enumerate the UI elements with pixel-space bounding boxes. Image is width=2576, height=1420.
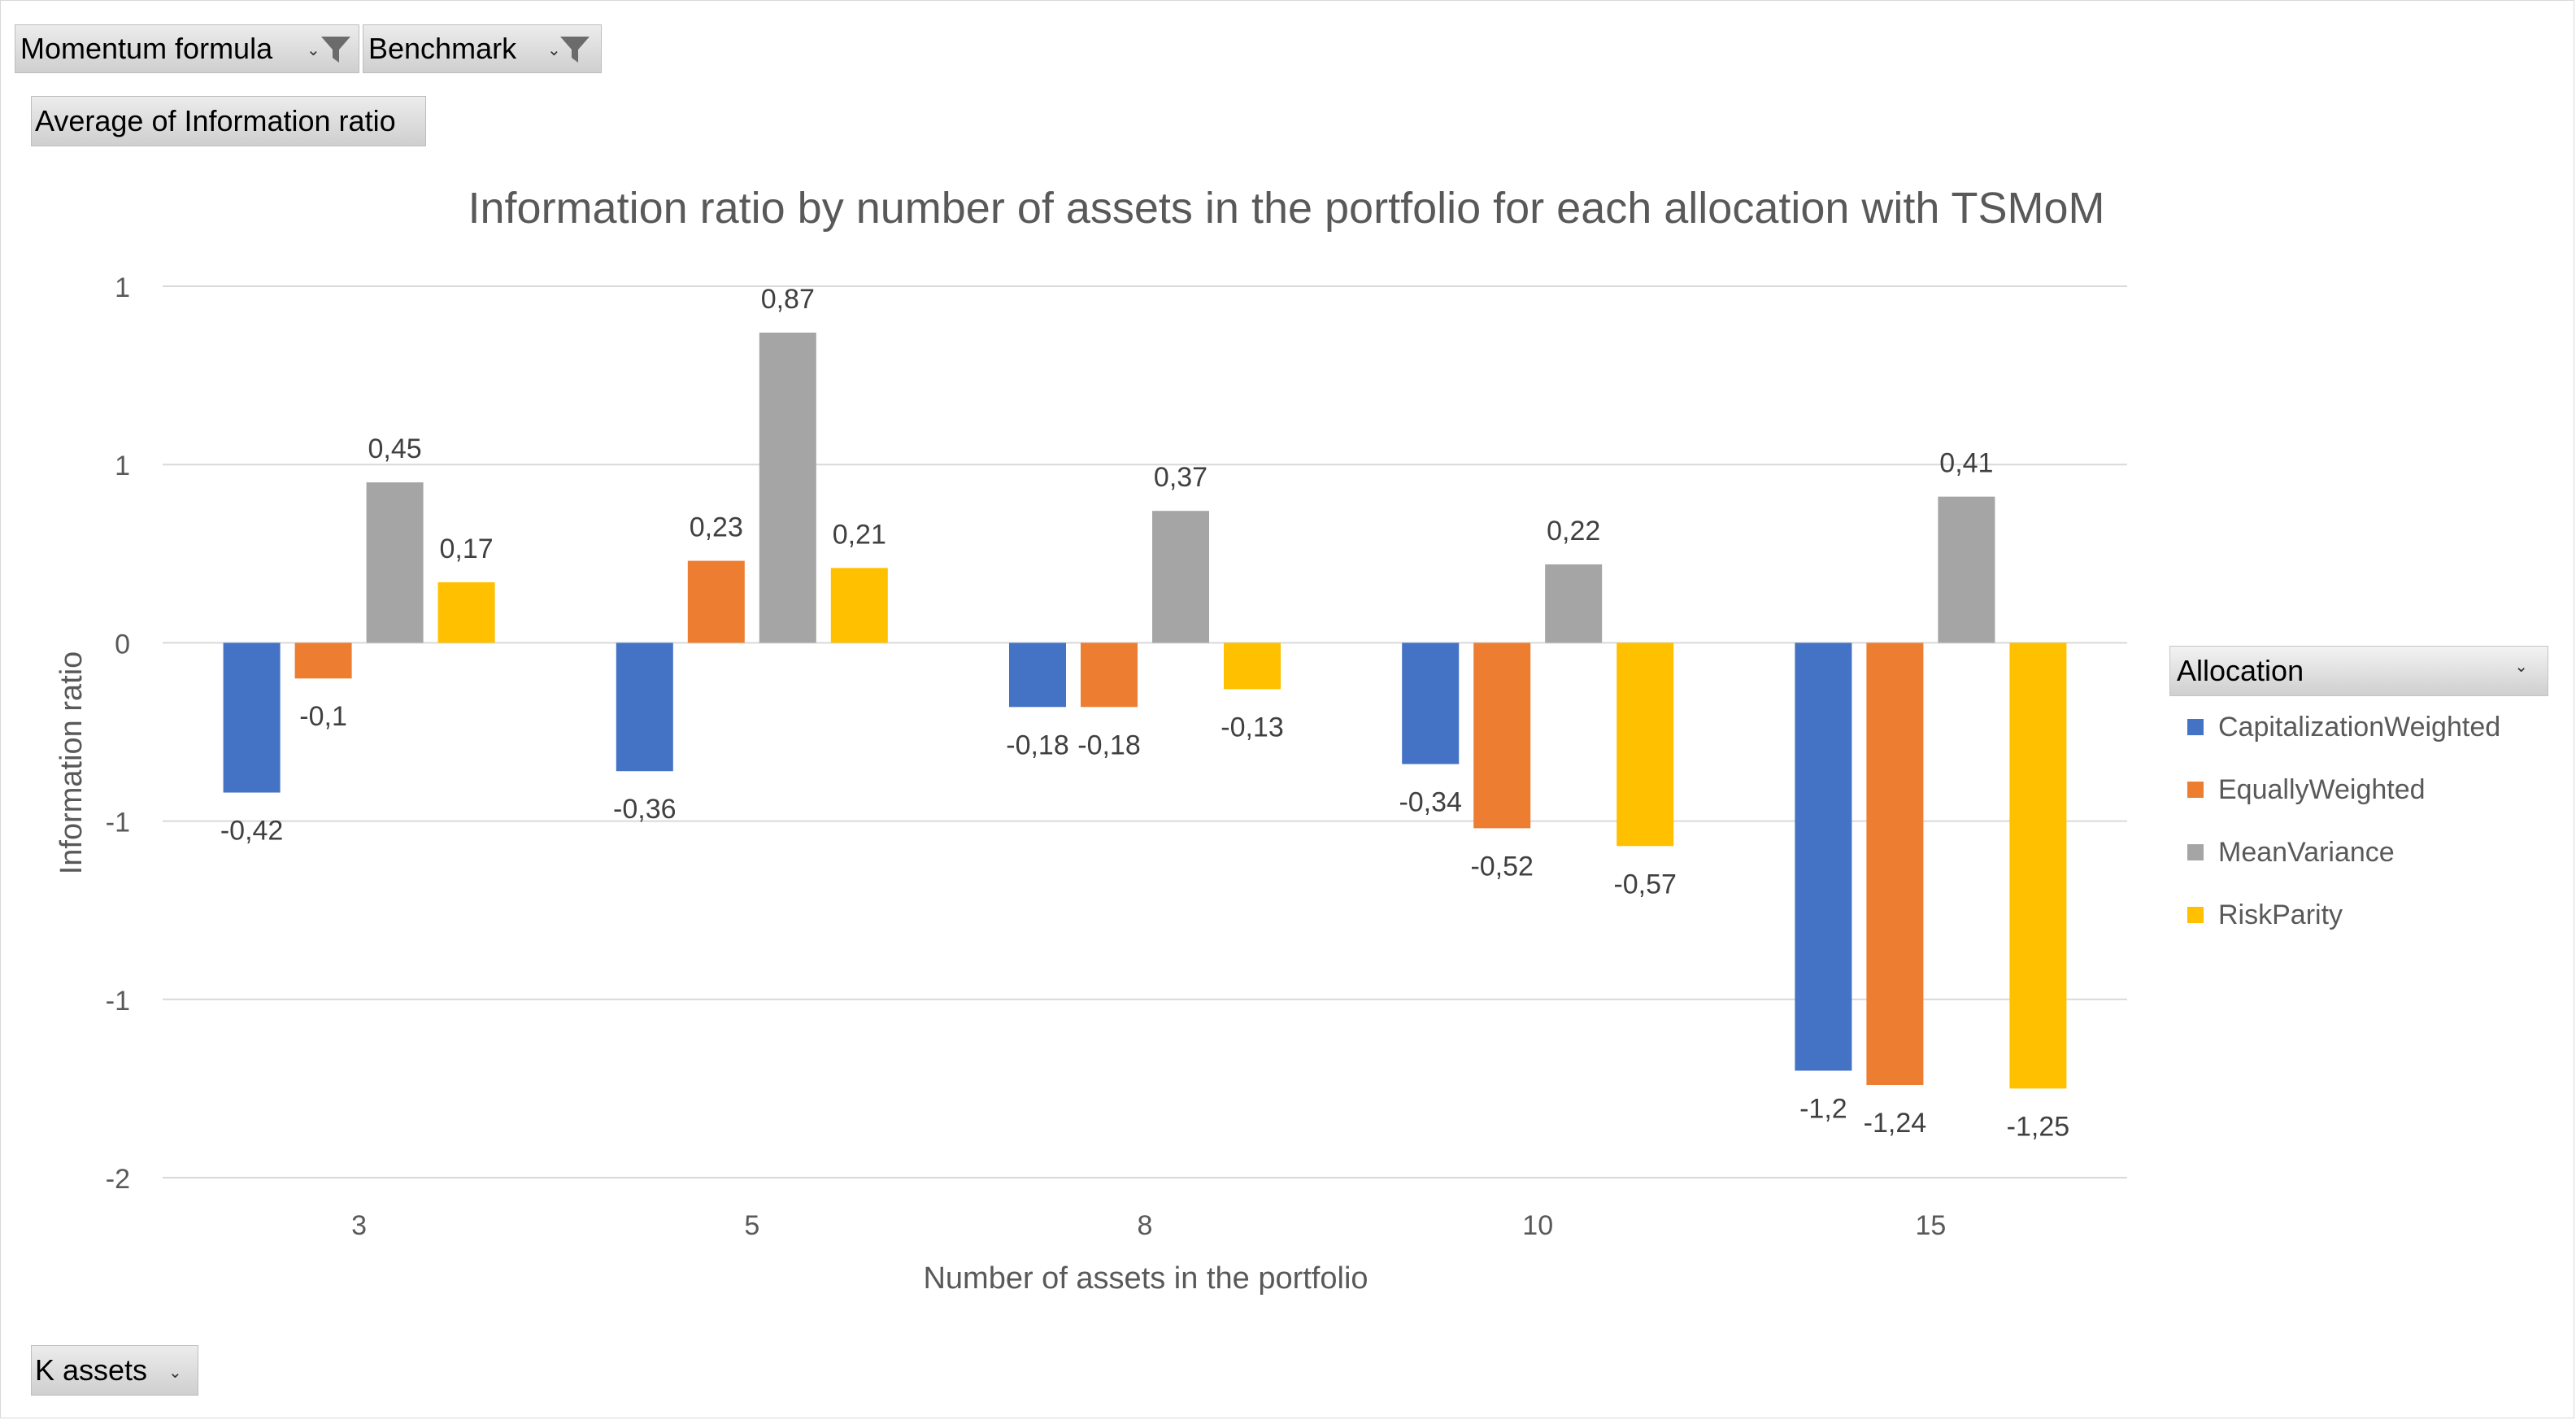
bar — [687, 560, 745, 643]
bar — [1402, 642, 1460, 764]
bar — [437, 582, 495, 643]
legend-title: Allocation — [2177, 654, 2304, 687]
data-label: 0,21 — [833, 519, 886, 550]
y-tick-label: 0 — [115, 629, 130, 660]
bar — [223, 642, 281, 793]
dropdown-icon: ⌄ — [168, 1364, 182, 1382]
legend-item-mean-variance: MeanVariance — [2187, 836, 2395, 869]
bar — [1224, 642, 1281, 690]
bar — [830, 568, 888, 643]
gridlines — [163, 285, 2127, 1178]
momentum-formula-filter-button[interactable]: Momentum formula ⌄ — [15, 24, 359, 73]
legend-label: CapitalizationWeighted — [2218, 711, 2501, 743]
legend-label: MeanVariance — [2218, 836, 2395, 868]
x-tick-label: 3 — [351, 1210, 367, 1241]
legend-swatch — [2187, 782, 2204, 798]
dropdown-icon: ⌄ — [547, 41, 561, 59]
y-tick-label: 1 — [115, 272, 130, 303]
bar — [1545, 564, 1603, 643]
bar — [1938, 496, 1995, 643]
bar — [1866, 642, 1924, 1086]
y-tick-labels: 1 1 0 -1 -1 -2 — [106, 272, 130, 1195]
benchmark-label: Benchmark — [368, 32, 517, 65]
data-label: -0,34 — [1399, 786, 1462, 817]
x-tick-label: 10 — [1522, 1210, 1553, 1241]
data-label: 0,17 — [440, 534, 494, 564]
data-label: -0,36 — [613, 794, 677, 825]
legend-item-risk-parity: RiskParity — [2187, 899, 2343, 931]
legend-swatch — [2187, 907, 2204, 923]
legend-label: RiskParity — [2218, 899, 2343, 930]
bar — [1152, 511, 1209, 643]
data-labels: -0,42-0,10,450,17-0,360,230,870,21-0,18-… — [220, 284, 2069, 1142]
data-label: -1,25 — [2007, 1111, 2070, 1142]
data-label: 0,87 — [761, 284, 815, 315]
legend-label: EquallyWeighted — [2218, 773, 2426, 805]
y-tick-label: -1 — [106, 986, 130, 1017]
data-label: 0,45 — [368, 433, 422, 464]
x-tick-label: 15 — [1915, 1210, 1946, 1241]
x-tick-labels: 3 5 8 10 15 — [351, 1210, 1946, 1241]
data-label: -0,42 — [220, 816, 284, 847]
bar — [1473, 642, 1531, 829]
legend-swatch — [2187, 719, 2204, 735]
legend-item-capitalization-weighted: CapitalizationWeighted — [2187, 711, 2500, 743]
bar — [2009, 642, 2067, 1089]
bars — [223, 332, 2067, 1089]
axis-field-label: K assets — [35, 1353, 148, 1387]
momentum-formula-label: Momentum formula — [20, 32, 273, 65]
data-label: -0,13 — [1221, 712, 1284, 743]
values-field-button[interactable]: Average of Information ratio — [31, 96, 426, 146]
legend-allocation-filter-button[interactable]: Allocation ⌄ — [2169, 646, 2548, 696]
data-label: -1,24 — [1864, 1108, 1927, 1139]
legend-swatch — [2187, 844, 2204, 860]
y-tick-label: -1 — [106, 808, 130, 838]
data-label: -0,18 — [1006, 730, 1069, 760]
bar — [1617, 642, 1674, 847]
x-axis-label: Number of assets in the portfolio — [923, 1261, 1368, 1296]
data-label: 0,22 — [1547, 516, 1600, 547]
dropdown-icon: ⌄ — [2514, 658, 2528, 676]
y-axis-label: Information ratio — [54, 651, 89, 875]
x-tick-label: 5 — [744, 1210, 759, 1241]
data-label: 0,41 — [1939, 448, 1993, 479]
benchmark-filter-button[interactable]: Benchmark ⌄ — [363, 24, 602, 73]
x-tick-label: 8 — [1138, 1210, 1153, 1241]
data-label: 0,37 — [1154, 462, 1208, 493]
data-label: 0,23 — [690, 512, 743, 543]
filter-funnel-icon — [321, 37, 350, 63]
data-label: -0,57 — [1613, 869, 1677, 899]
bar — [1795, 642, 1852, 1071]
data-label: -0,52 — [1470, 851, 1534, 882]
data-label: -1,2 — [1799, 1093, 1847, 1124]
bar — [1009, 642, 1066, 708]
bar — [616, 642, 673, 772]
bar — [366, 482, 424, 643]
axis-field-button[interactable]: K assets ⌄ — [31, 1345, 198, 1396]
y-tick-label: 1 — [115, 451, 130, 481]
bar — [759, 332, 816, 643]
data-label: -0,1 — [299, 701, 347, 732]
dropdown-icon: ⌄ — [307, 41, 320, 59]
y-tick-label: -2 — [106, 1164, 130, 1195]
filter-funnel-icon — [560, 37, 590, 63]
data-label: -0,18 — [1077, 730, 1141, 760]
bar — [294, 642, 352, 679]
legend-item-equally-weighted: EquallyWeighted — [2187, 773, 2426, 806]
chart-title: Information ratio by number of assets in… — [468, 184, 2105, 233]
values-field-label: Average of Information ratio — [35, 104, 396, 137]
bar — [1081, 642, 1138, 708]
